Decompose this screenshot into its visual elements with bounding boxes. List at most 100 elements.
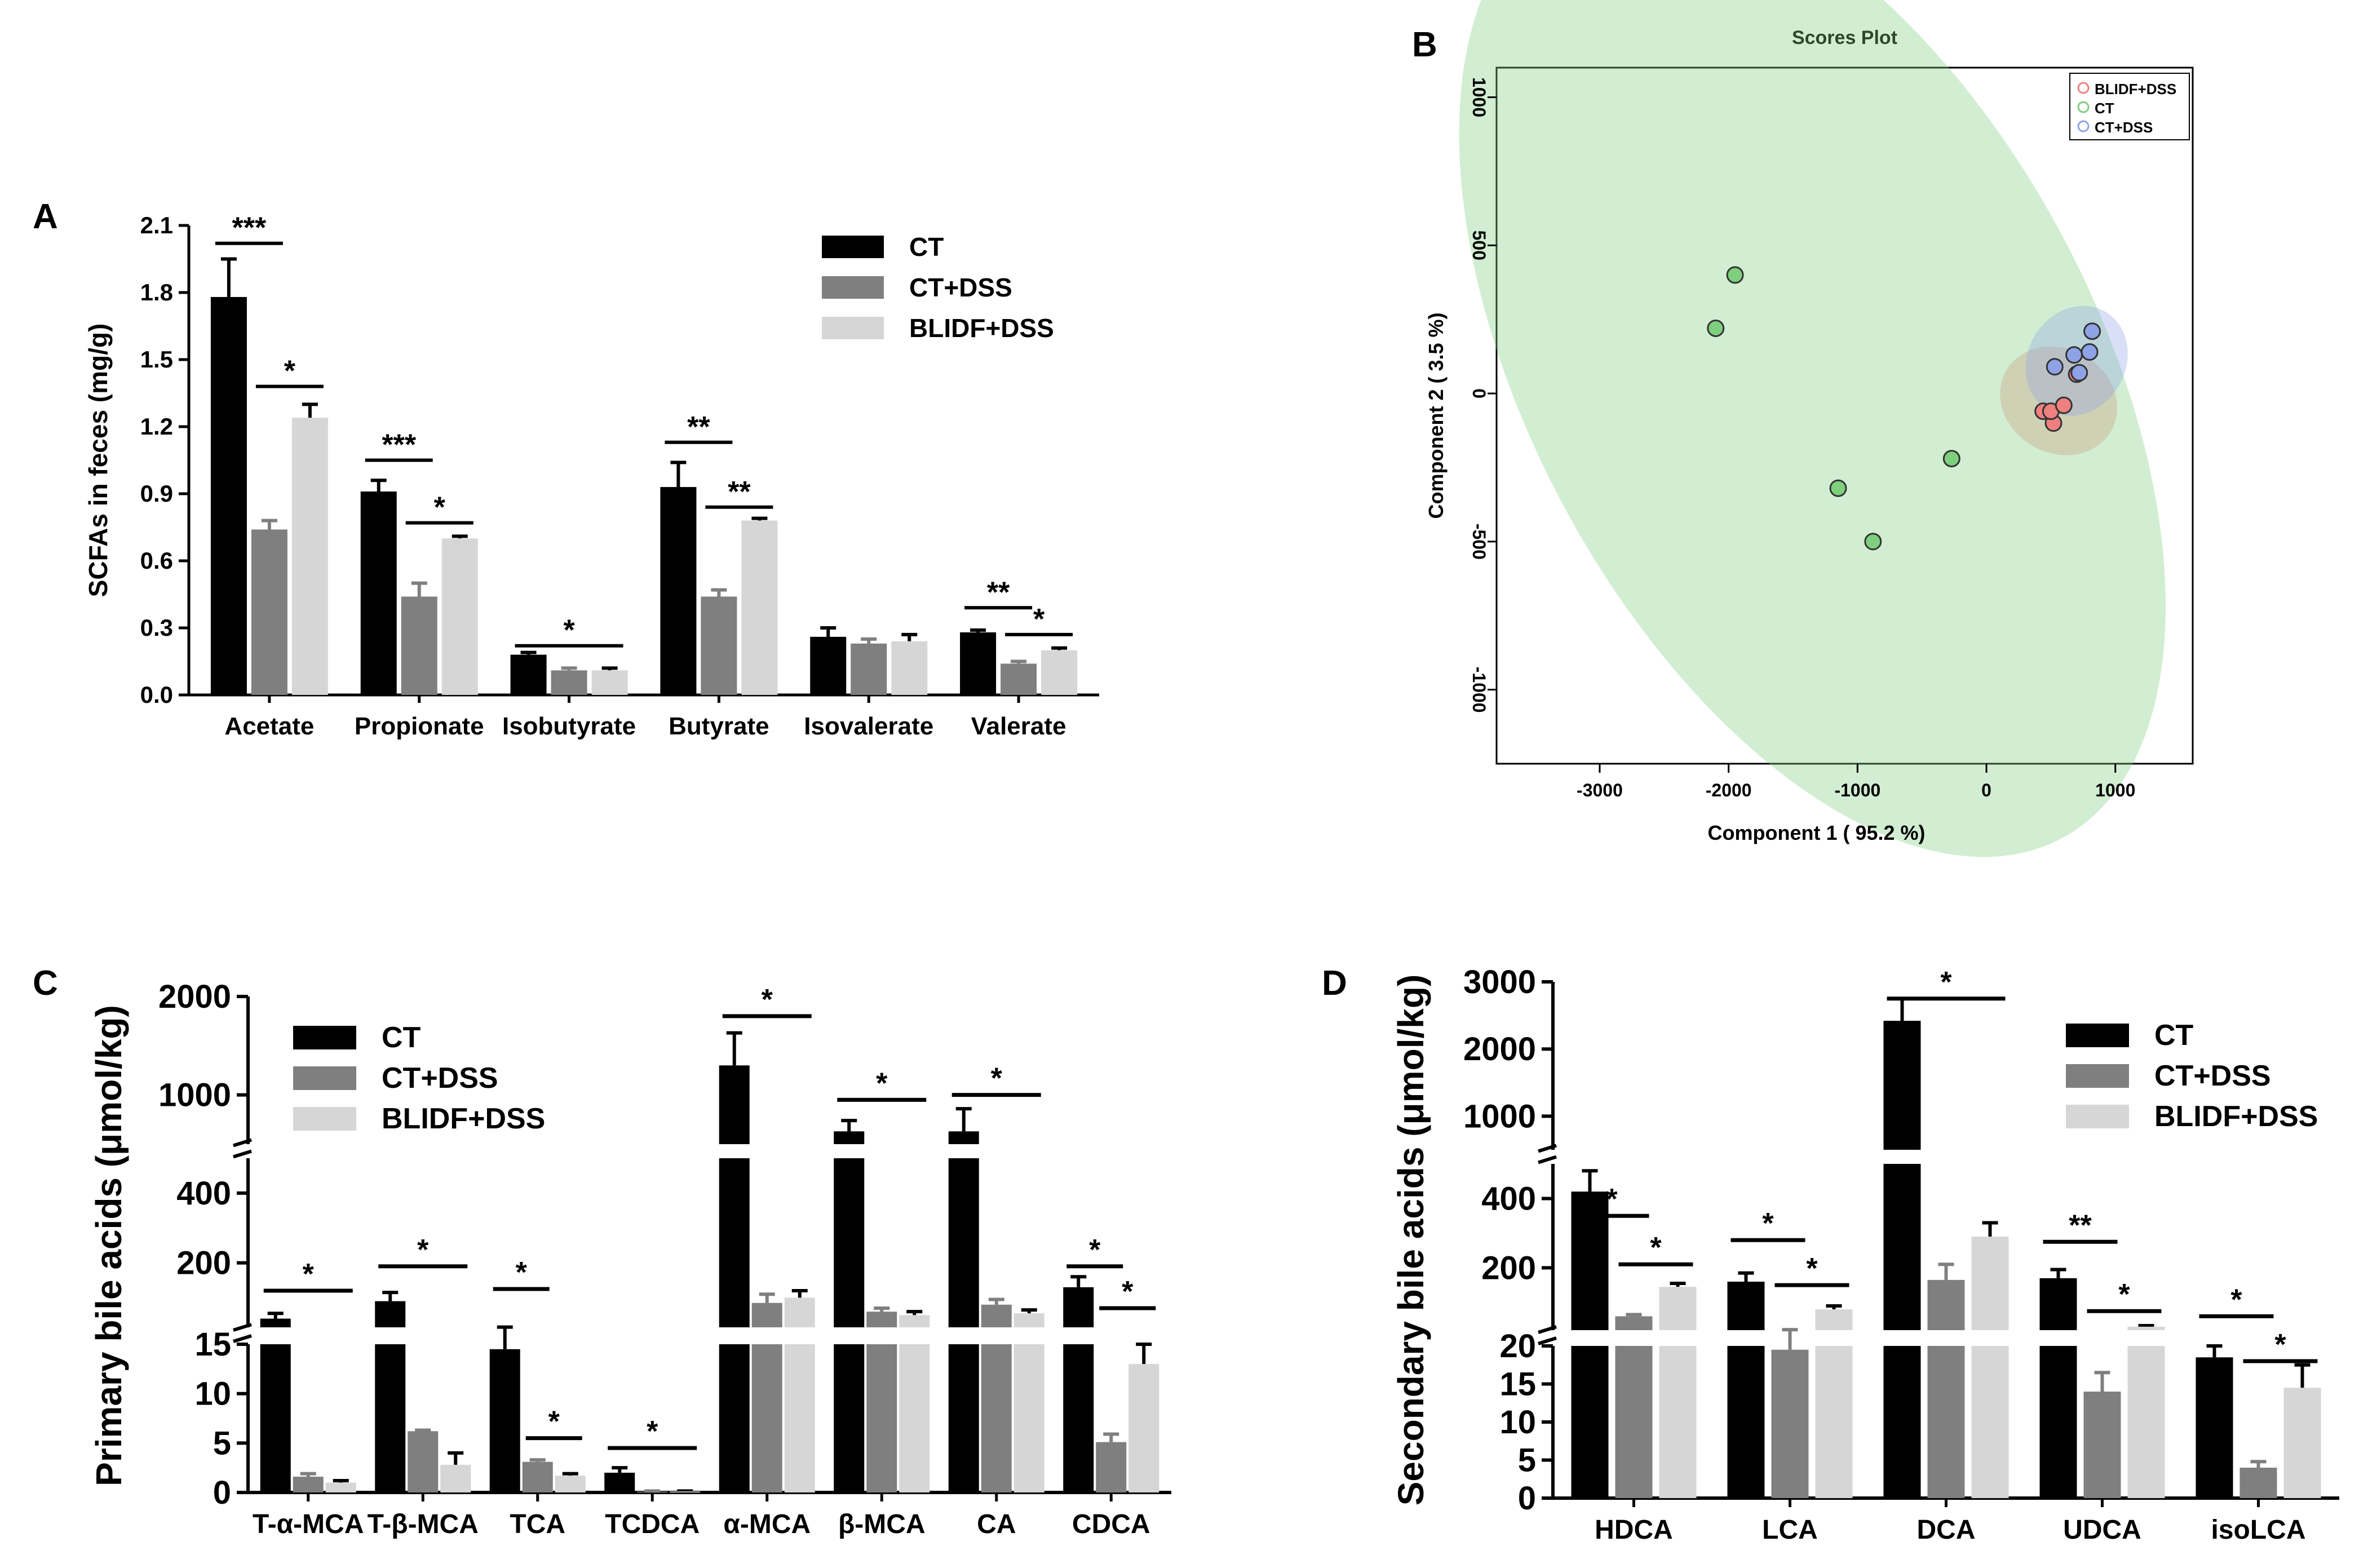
panel-d-bar [2039,1278,2077,1330]
panel-c-bar [375,1344,406,1492]
panel-a-significance-label: * [1033,603,1045,636]
panel-c-significance-label: * [417,1234,429,1266]
panel-c-bar [637,1491,668,1492]
panel-c-bar [751,1303,782,1327]
panel-d-y-tick-label: 1000 [1463,1098,1536,1135]
panel-a-bar [741,520,778,695]
panel-d-bar [2283,1388,2321,1498]
panel-b-x-tick-label: 1000 [2095,780,2135,800]
panel-a-x-tick-label: Propionate [355,712,484,740]
panel-d-bar [1571,1191,1609,1330]
panel-a-y-label: SCFAs in feces (mg/g) [83,324,113,597]
panel-a-x-tick-label: Butyrate [669,712,769,740]
panel-c-y-tick-label: 1000 [158,1077,231,1114]
panel-c-bar [1013,1313,1044,1327]
panel-d-bar [1971,1346,2009,1498]
panel-b-legend-marker [2077,82,2090,94]
panel-c-bar [1096,1442,1127,1492]
panel-c-legend-swatch [293,1026,356,1049]
panel-a-significance-label: * [434,491,446,524]
panel-b-legend-marker [2077,120,2090,132]
panel-a-bar [660,487,697,695]
panel-c-bar [325,1482,356,1492]
panel-b-x-tick-label: -2000 [1706,780,1752,800]
panel-b-legend-label: CT [2095,100,2114,117]
panel-c-bar [408,1431,439,1492]
panel-a-y-tick-label: 1.5 [140,346,173,373]
panel-b-point [2055,396,2073,414]
panel-d-bar [1815,1346,1853,1498]
panel-c-axis-break-mark [233,1149,252,1159]
panel-d-bar [1883,1164,1921,1330]
panel-d-significance-label: * [1940,966,1952,999]
panel-d-legend-swatch [2066,1105,2129,1128]
panel-c-bar [948,1344,979,1492]
panel-a-y-tick-label: 2.1 [140,212,173,238]
panel-c-bar [866,1344,897,1492]
panel-b-y-tick-label: -500 [1469,524,1489,560]
panel-d-bar [1727,1281,1765,1330]
panel-d-bar [1883,1021,1921,1150]
panel-a-legend-label: CT [909,232,944,262]
panel-b-point [1864,533,1882,551]
panel-a-x-tick-label: Valerate [971,712,1066,740]
panel-c-bar [440,1464,471,1492]
panel-c-axis-break-mark [233,1323,252,1332]
panel-c-y-tick-label: 2000 [158,978,231,1015]
panel-label-d: D [1322,964,1347,1003]
panel-d-x-tick-label: LCA [1762,1515,1818,1545]
panel-d-x-tick-label: UDCA [2063,1515,2141,1545]
panel-b-point [2083,322,2101,340]
panel-c-bar [719,1065,750,1144]
panel-a-y-tick-label: 0.0 [140,681,173,708]
panel-b-point [1942,450,1960,468]
panel-c-significance-label: * [876,1067,888,1100]
panel-c-significance-label: * [991,1062,1003,1095]
panel-d-bar [1659,1346,1697,1498]
panel-d-bar [2127,1326,2165,1330]
panel-c-bar [604,1472,635,1492]
panel-c-x-tick-label: β-MCA [838,1509,926,1539]
panel-c-x-tick-label: α-MCA [723,1509,811,1539]
panel-a-x-tick-label: Isovalerate [804,712,933,740]
panel-c-bar [784,1344,815,1492]
panel-a-bar [401,596,437,695]
panel-b-x-label: Component 1 ( 95.2 %) [1707,821,1925,844]
panel-d-bar [1883,1346,1921,1498]
panel-d-bar [1771,1349,1809,1498]
panel-a-significance-label: *** [382,429,416,462]
panel-b-point [2081,343,2099,361]
panel-d-y-tick-label: 15 [1499,1366,1536,1403]
panel-c-significance-label: * [1122,1275,1134,1308]
panel-d-y-tick-label: 0 [1518,1480,1536,1517]
panel-a-y-tick-label: 0.3 [140,614,173,641]
panel-c-bar [670,1491,701,1492]
panel-c-bar [1063,1287,1094,1327]
panel-c-bar [719,1344,750,1492]
panel-c-bar [899,1315,930,1327]
panel-d-bar [2039,1346,2077,1498]
panel-a-bar [1041,650,1078,695]
panel-c-axis-break-mark [233,1334,252,1343]
panel-d-legend: CT CT+DSS BLIDF+DSS [2066,1019,2318,1133]
panel-d-axis-break-mark [1538,1336,1557,1345]
panel-b-y-tick-label: 0 [1469,388,1489,398]
panel-c-x-tick-label: TCDCA [605,1509,700,1539]
panel-c-bar [555,1476,586,1492]
panel-a-significance-label: * [284,355,296,388]
panel-a-y-tick-label: 1.8 [140,279,173,305]
panel-d-significance-label: * [1606,1183,1618,1216]
panel-b-point [1726,266,1744,284]
panel-b-y-label: Component 2 ( 3.5 %) [1424,312,1448,519]
panel-a-bar [210,296,247,695]
panel-c-y-tick-label: 15 [194,1326,231,1363]
panel-a-bar [1001,663,1037,695]
panel-c-x-tick-label: T-β-MCA [368,1509,479,1539]
panel-c-y-tick-label: 200 [176,1245,231,1282]
panel-c-y-label: Primary bile acids (μmol/kg) [88,1005,129,1486]
panel-c-legend-swatch [293,1066,356,1090]
panel-a-legend: CT CT+DSS BLIDF+DSS [822,232,1054,343]
panel-c-bar [981,1304,1012,1327]
panel-c-bar [1128,1364,1159,1492]
panel-d-axis-break-mark [1538,1144,1557,1153]
